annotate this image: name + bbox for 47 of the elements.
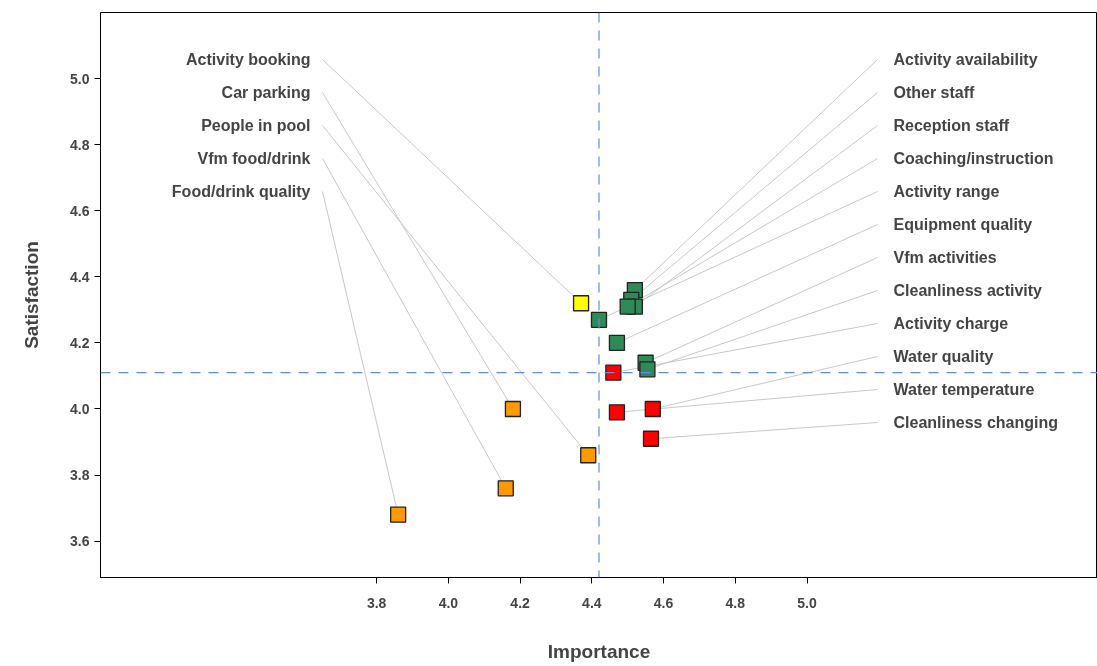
- point: [605, 364, 622, 381]
- x-tick-label: 4.0: [438, 594, 459, 611]
- annotation: Activity charge: [893, 315, 1009, 332]
- x-tick-label: 4.4: [582, 594, 602, 611]
- annotation: Vfm food/drink: [197, 150, 311, 167]
- annotation: Water temperature: [893, 381, 1035, 398]
- annotation: Activity range: [893, 183, 1000, 200]
- y-tick-label: 4.2: [70, 334, 90, 351]
- point: [572, 295, 590, 312]
- point: [644, 400, 661, 418]
- annotation: Water quality: [893, 348, 994, 365]
- y-tick-label: 3.6: [70, 533, 90, 550]
- annotation: Equipment quality: [893, 216, 1033, 233]
- annotation: Coaching/instruction: [893, 150, 1054, 167]
- annotation: Activity booking: [186, 51, 311, 68]
- annotation: Cleanliness activity: [893, 282, 1043, 299]
- point: [642, 430, 660, 447]
- annotation: Other staff: [893, 84, 976, 101]
- y-tick-label: 4.8: [70, 136, 90, 153]
- y-tick-label: 3.8: [70, 467, 90, 484]
- x-tick-label: 4.8: [725, 594, 746, 611]
- annotation: Activity availability: [893, 51, 1038, 68]
- annotation: Food/drink quality: [171, 183, 311, 200]
- point: [497, 480, 514, 497]
- point: [590, 311, 608, 328]
- x-axis-title: Importance: [547, 640, 651, 662]
- point: [608, 334, 626, 352]
- y-tick-label: 4.4: [70, 268, 90, 285]
- point: [639, 361, 656, 378]
- annotation: People in pool: [201, 117, 311, 134]
- point: [608, 404, 626, 421]
- y-axis-title: Satisfaction: [21, 241, 43, 349]
- x-tick-label: 4.2: [510, 594, 531, 611]
- point: [390, 506, 407, 523]
- x-tick-label: 4.6: [653, 594, 674, 611]
- point: [504, 400, 522, 418]
- y-tick-label: 5.0: [70, 70, 90, 87]
- y-tick-label: 4.6: [70, 202, 90, 219]
- annotation: Car parking: [221, 84, 311, 101]
- annotation: Reception staff: [893, 117, 1010, 134]
- y-tick-label: 4.0: [70, 400, 90, 417]
- x-tick-label: 5.0: [797, 594, 817, 611]
- point: [580, 447, 597, 464]
- point: [619, 298, 636, 315]
- x-tick-label: 3.8: [366, 594, 387, 611]
- annotation: Vfm activities: [893, 249, 997, 266]
- annotation: Cleanliness changing: [893, 414, 1058, 431]
